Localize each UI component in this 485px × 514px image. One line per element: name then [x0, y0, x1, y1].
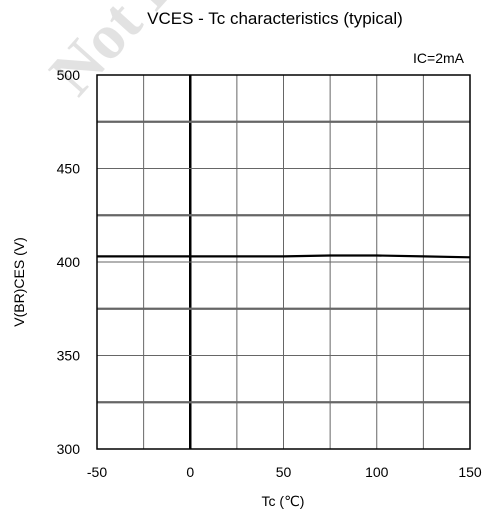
y-tick-label: 500: [57, 67, 81, 83]
chart-title: VCES - Tc characteristics (typical): [147, 9, 403, 28]
plot-frame: [96, 74, 471, 450]
y-axis-label: V(BR)CES (V): [11, 237, 27, 326]
x-tick-label: -50: [87, 464, 107, 480]
y-tick-label: 350: [57, 348, 81, 364]
x-tick-label: 100: [365, 464, 389, 480]
x-axis-label: Tc (℃): [262, 493, 305, 509]
x-tick-label: 50: [276, 464, 292, 480]
vces-series-line: [97, 254, 471, 259]
y-tick-label: 450: [57, 161, 81, 177]
x-tick-label: 0: [186, 464, 194, 480]
x-tick-label: 150: [458, 464, 482, 480]
y-tick-label: 300: [57, 441, 81, 457]
y-tick-label: 400: [57, 254, 81, 270]
condition-annotation: IC=2mA: [413, 50, 465, 66]
